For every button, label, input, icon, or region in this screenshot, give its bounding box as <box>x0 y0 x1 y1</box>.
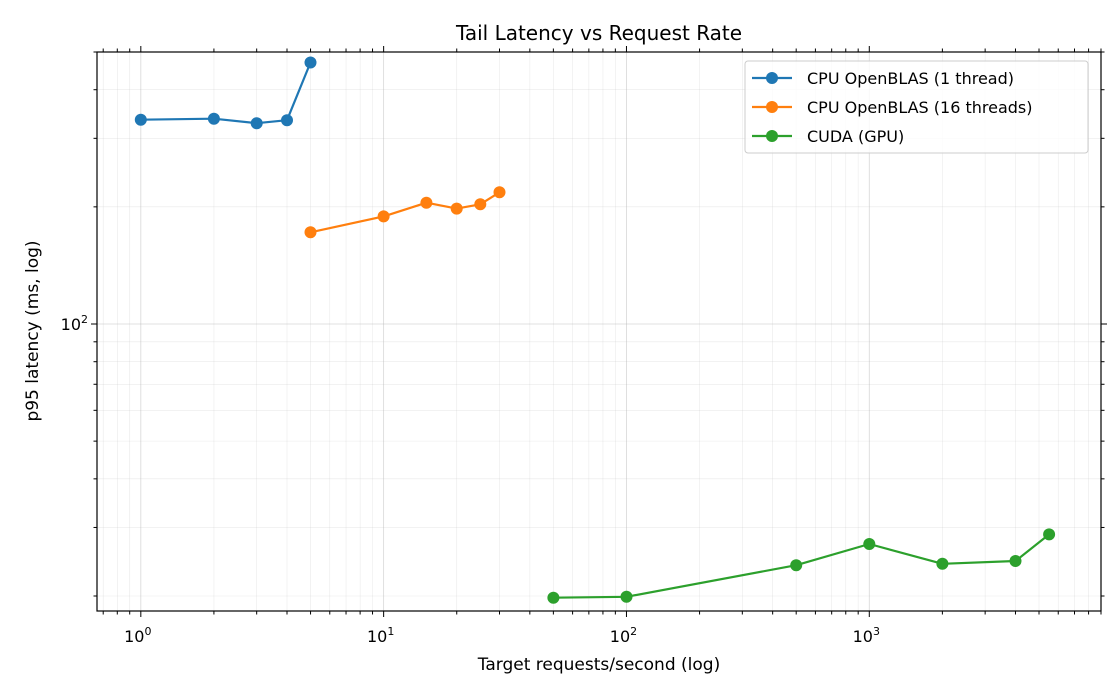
data-point <box>304 56 317 69</box>
data-point <box>450 202 463 215</box>
data-point <box>207 112 220 125</box>
legend-marker <box>766 72 778 84</box>
data-point <box>304 226 317 239</box>
series-1 <box>134 56 317 130</box>
x-axis-label: Target requests/second (log) <box>477 655 720 675</box>
data-point <box>1009 555 1022 567</box>
series-line <box>140 62 312 125</box>
data-point <box>863 538 876 550</box>
legend-label: CPU OpenBLAS (1 thread) <box>807 69 1014 88</box>
legend-label: CUDA (GPU) <box>807 127 904 146</box>
series-line <box>310 191 501 234</box>
series-3 <box>547 528 1056 604</box>
data-point <box>1043 528 1056 541</box>
x-tick-label: 102 <box>610 625 637 646</box>
data-point <box>420 196 433 209</box>
legend-marker <box>766 130 778 142</box>
data-point <box>620 590 633 603</box>
data-point <box>936 557 949 570</box>
data-point <box>377 210 390 223</box>
y-tick-label: 102 <box>61 313 88 334</box>
data-point <box>134 113 147 126</box>
legend-frame <box>744 60 1089 154</box>
data-point <box>493 186 506 199</box>
ticks <box>91 46 1107 617</box>
legend-marker <box>766 101 778 113</box>
chart-title: Tail Latency vs Request Rate <box>455 21 742 45</box>
legend: CPU OpenBLAS (1 thread) CPU OpenBLAS (16 … <box>744 60 1089 154</box>
data-point <box>790 559 803 572</box>
x-tick-label: 101 <box>367 625 394 646</box>
data-point <box>547 591 560 604</box>
data-point <box>281 114 293 127</box>
legend-label: CPU OpenBLAS (16 threads) <box>807 98 1033 117</box>
tick-labels: 100 101 102 103 102 <box>61 313 880 646</box>
y-axis-label: p95 latency (ms, log) <box>23 240 43 421</box>
plot-area <box>96 51 1102 612</box>
x-tick-label: 100 <box>124 625 151 646</box>
series-2 <box>304 186 506 239</box>
data-point <box>474 198 487 211</box>
data-point <box>250 117 263 130</box>
x-tick-label: 103 <box>853 625 880 646</box>
series-layer <box>134 56 1056 604</box>
